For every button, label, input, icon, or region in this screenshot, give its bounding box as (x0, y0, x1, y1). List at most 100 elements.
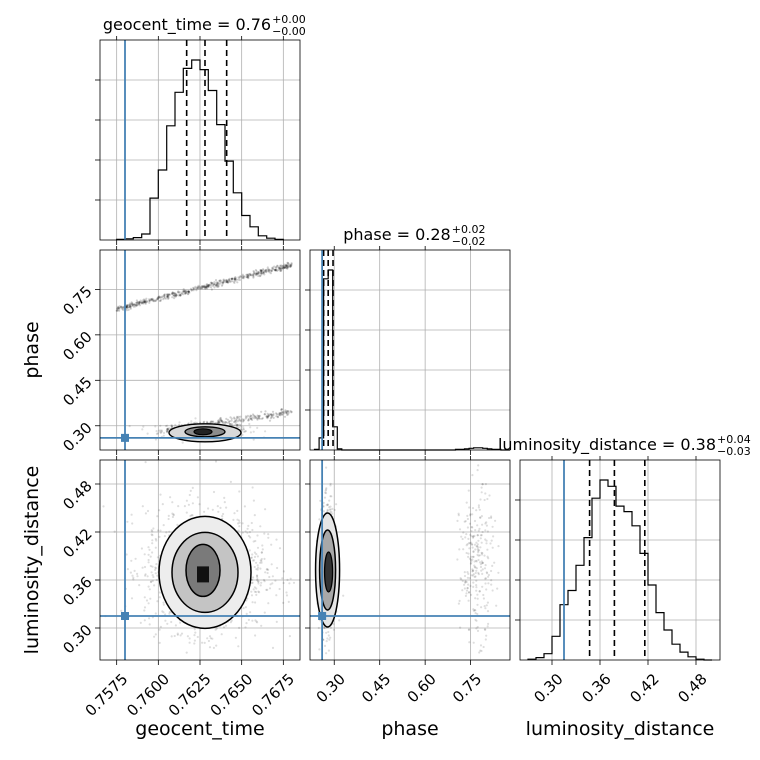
scatter-point (260, 557, 263, 561)
scatter-point (283, 266, 286, 269)
scatter-point (186, 293, 190, 296)
scatter-point (267, 269, 270, 272)
scatter-point (325, 504, 328, 507)
scatter-point (152, 527, 155, 530)
scatter-point (468, 547, 471, 550)
scatter-point (469, 542, 472, 545)
scatter-point (193, 642, 196, 645)
scatter-point (155, 430, 158, 433)
scatter-point (196, 285, 199, 288)
scatter-point (253, 559, 256, 562)
panel-grid-geocent_time-geocent_time (100, 40, 300, 240)
scatter-point (479, 563, 482, 566)
scatter-point (144, 573, 147, 576)
scatter-point (212, 490, 216, 494)
scatter-point (128, 305, 131, 308)
scatter-point (149, 555, 152, 558)
scatter-point (271, 410, 275, 413)
scatter-point (229, 280, 232, 284)
scatter-point (173, 294, 176, 297)
scatter-point (270, 269, 273, 272)
scatter-point (190, 289, 193, 292)
truth-marker (121, 612, 129, 620)
scatter-point (158, 596, 161, 599)
scatter-point (279, 412, 282, 415)
scatter-point (228, 277, 231, 280)
scatter-point (475, 619, 478, 622)
scatter-point (264, 270, 267, 273)
scatter-point (208, 635, 212, 638)
scatter-point (474, 571, 477, 575)
scatter-point (462, 531, 465, 534)
scatter-point (480, 541, 483, 544)
scatter-point (220, 420, 223, 423)
scatter-point (217, 282, 220, 285)
scatter-point (288, 263, 291, 266)
scatter-point (275, 412, 278, 415)
scatter-point (238, 278, 241, 282)
x-axis-label-geocent_time: geocent_time (135, 718, 264, 740)
scatter-point (481, 561, 485, 565)
scatter-point (253, 273, 256, 276)
scatter-point (192, 289, 195, 292)
scatter-point (469, 513, 472, 516)
scatter-point (246, 531, 249, 534)
scatter-point (173, 294, 176, 297)
scatter-point (117, 306, 120, 309)
scatter-point (474, 609, 477, 612)
scatter-point (279, 267, 282, 270)
scatter-point (165, 429, 168, 432)
scatter-point (246, 276, 249, 279)
scatter-point (342, 594, 345, 597)
scatter-point (241, 275, 244, 278)
scatter-point (205, 285, 209, 288)
scatter-point (471, 543, 474, 546)
scatter-point (480, 486, 483, 489)
scatter-point (475, 589, 478, 592)
scatter-point (251, 418, 254, 421)
scatter-point (250, 556, 253, 559)
scatter-point (333, 508, 336, 512)
scatter-point (471, 526, 474, 529)
scatter-point (285, 266, 288, 269)
scatter-point (279, 264, 282, 267)
scatter-point (274, 579, 277, 582)
scatter-point (175, 294, 178, 297)
scatter-point (173, 292, 176, 295)
scatter-point (125, 305, 128, 308)
scatter-point (290, 262, 293, 265)
scatter-point (469, 533, 472, 537)
scatter-point (222, 626, 226, 629)
scatter-point (260, 410, 263, 413)
scatter-point (257, 580, 260, 583)
scatter-point (254, 416, 257, 419)
scatter-point (252, 273, 255, 276)
scatter-point (251, 619, 254, 622)
scatter-point (168, 293, 171, 296)
scatter-point (159, 625, 162, 628)
scatter-point (271, 414, 274, 417)
scatter-point (252, 576, 255, 579)
scatter-point (478, 651, 481, 654)
scatter-point (126, 568, 129, 571)
x-axis-label-phase: phase (381, 718, 438, 740)
scatter-point (206, 285, 209, 288)
scatter-point (130, 559, 133, 562)
scatter-point (490, 579, 493, 582)
scatter-point (241, 418, 244, 421)
scatter-point (251, 559, 255, 562)
scatter-point (146, 575, 149, 578)
scatter-point (233, 420, 236, 423)
scatter-point (117, 306, 120, 309)
scatter-point (476, 625, 479, 629)
scatter-point (249, 431, 252, 434)
scatter-point (264, 410, 267, 413)
scatter-point (243, 505, 246, 508)
scatter-point (266, 268, 269, 271)
scatter-point (217, 285, 220, 288)
scatter-point (258, 416, 261, 419)
scatter-point (252, 430, 255, 433)
scatter-point (226, 281, 229, 284)
x-tick-label: 0.7625 (165, 670, 215, 720)
scatter-point (223, 420, 226, 423)
